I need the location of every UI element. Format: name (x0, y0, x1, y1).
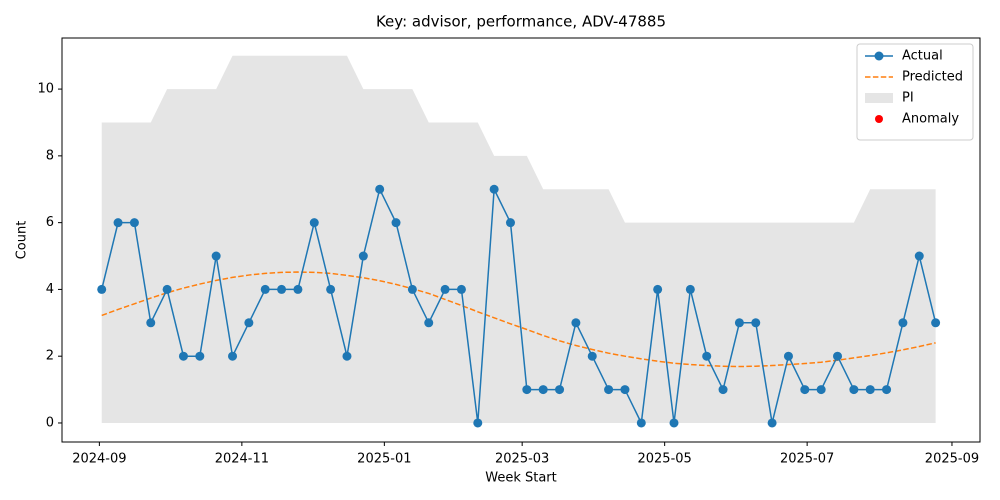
actual-marker (456, 284, 466, 294)
actual-marker (718, 385, 728, 395)
actual-marker (260, 284, 270, 294)
actual-marker (326, 284, 336, 294)
actual-marker (783, 351, 793, 361)
actual-marker (358, 251, 368, 261)
actual-marker (178, 351, 188, 361)
legend-swatch (875, 115, 883, 123)
actual-marker (342, 351, 352, 361)
x-tick-label: 2024-09 (72, 452, 126, 467)
x-tick-label: 2024-11 (215, 452, 269, 467)
actual-marker (555, 385, 565, 395)
actual-marker (391, 218, 401, 228)
actual-marker (833, 351, 843, 361)
actual-marker (244, 318, 254, 328)
actual-marker (931, 318, 941, 328)
actual-marker (636, 418, 646, 428)
actual-marker (293, 284, 303, 294)
y-axis-label: Count (15, 221, 30, 260)
actual-marker (898, 318, 908, 328)
actual-marker (97, 284, 107, 294)
actual-marker (113, 218, 123, 228)
actual-marker (407, 284, 417, 294)
legend-box (856, 43, 974, 141)
actual-marker (309, 218, 319, 228)
x-tick-label: 2025-03 (495, 452, 549, 467)
actual-marker (816, 385, 826, 395)
actual-marker (620, 385, 630, 395)
actual-marker (424, 318, 434, 328)
actual-marker (473, 418, 483, 428)
y-tick-label: 10 (37, 82, 54, 97)
actual-marker (489, 184, 499, 194)
chart-title: Key: advisor, performance, ADV-47885 (376, 13, 666, 31)
y-tick-label: 4 (46, 282, 54, 297)
x-axis-label: Week Start (485, 471, 557, 486)
actual-marker (865, 385, 875, 395)
actual-marker (538, 385, 548, 395)
actual-marker (734, 318, 744, 328)
y-tick-label: 2 (46, 349, 54, 364)
actual-marker (849, 385, 859, 395)
legend-label: Anomaly (902, 112, 959, 127)
actual-marker (129, 218, 139, 228)
actual-marker (440, 284, 450, 294)
actual-marker (587, 351, 597, 361)
actual-line (100, 186, 937, 426)
actual-marker (571, 318, 581, 328)
legend: Actual Predicted PI Anomaly (856, 43, 974, 141)
axes-frame (61, 37, 981, 443)
x-tick-label: 2025-09 (925, 452, 979, 467)
actual-marker (685, 284, 695, 294)
y-tick-label: 0 (46, 415, 54, 430)
actual-marker (604, 385, 614, 395)
actual-marker (767, 418, 777, 428)
actual-marker (702, 351, 712, 361)
predicted-line (101, 271, 936, 368)
actual-marker (195, 351, 205, 361)
actual-marker (277, 284, 287, 294)
legend-label: Actual (902, 49, 943, 64)
legend-swatch (865, 93, 893, 103)
actual-marker (162, 284, 172, 294)
actual-marker (669, 418, 679, 428)
actual-marker (751, 318, 761, 328)
actual-marker (228, 351, 238, 361)
actual-marker (882, 385, 892, 395)
actual-marker (375, 184, 385, 194)
actual-marker (211, 251, 221, 261)
x-tick-label: 2025-01 (357, 452, 411, 467)
y-tick-label: 8 (46, 148, 54, 163)
actual-marker (522, 385, 532, 395)
actual-marker (146, 318, 156, 328)
actual-marker (653, 284, 663, 294)
legend-label: PI (902, 91, 914, 106)
x-tick-label: 2025-07 (780, 452, 834, 467)
legend-swatch (874, 51, 884, 61)
actual-marker (800, 385, 810, 395)
prediction-interval (101, 55, 936, 423)
y-tick-label: 6 (46, 215, 54, 230)
x-tick-label: 2025-05 (637, 452, 691, 467)
actual-marker (914, 251, 924, 261)
legend-label: Predicted (902, 70, 963, 85)
actual-marker (505, 218, 515, 228)
